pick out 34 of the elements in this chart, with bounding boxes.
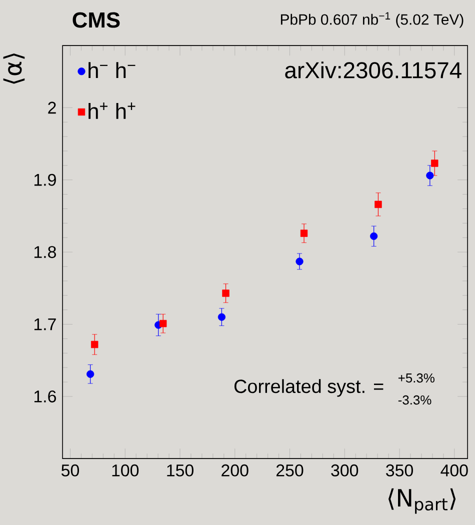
y-tick-label: 1.6 bbox=[34, 390, 56, 402]
annotation: -3.3% bbox=[398, 395, 432, 405]
point bbox=[370, 232, 378, 240]
point bbox=[296, 258, 304, 266]
annotation: Correlated syst. = bbox=[234, 379, 384, 397]
y-tick-label: 2 bbox=[48, 102, 56, 114]
point bbox=[431, 160, 438, 167]
y-tick-label: 1.7 bbox=[34, 318, 56, 330]
x-tick-label: 300 bbox=[331, 464, 358, 476]
y-axis-title: ⟨α⟩ bbox=[3, 54, 25, 84]
y-tick-label: 1.8 bbox=[34, 246, 56, 258]
point bbox=[159, 320, 167, 328]
x-tick-label: 150 bbox=[167, 464, 194, 476]
point bbox=[91, 340, 98, 348]
x-axis-title: ⟨N$_{part}$⟩ bbox=[388, 488, 456, 514]
chart-subtitle: PbPb 0.607 nb$^{−1}$ (5.02 TeV) bbox=[280, 12, 464, 28]
point bbox=[426, 172, 434, 180]
chart-title: CMS bbox=[72, 12, 120, 28]
x-tick-label: 100 bbox=[112, 464, 139, 476]
point bbox=[374, 200, 382, 208]
x-tick-label: 250 bbox=[276, 464, 304, 476]
point bbox=[218, 313, 226, 321]
x-tick-label: 400 bbox=[440, 464, 468, 476]
point bbox=[300, 230, 308, 237]
legend-label: h$^{+}$ h$^{+}$ bbox=[88, 102, 136, 119]
annotation: arXiv:2306.11574 bbox=[285, 62, 462, 78]
point bbox=[86, 370, 94, 378]
x-tick-label: 200 bbox=[222, 464, 248, 476]
annotation: +5.3% bbox=[398, 373, 434, 383]
x-tick-label: 350 bbox=[386, 464, 413, 476]
point bbox=[222, 290, 230, 297]
y-tick-label: 1.9 bbox=[34, 174, 56, 186]
legend-label: h$^{−}$ h$^{−}$ bbox=[88, 62, 136, 78]
x-tick-label: 50 bbox=[61, 464, 80, 476]
